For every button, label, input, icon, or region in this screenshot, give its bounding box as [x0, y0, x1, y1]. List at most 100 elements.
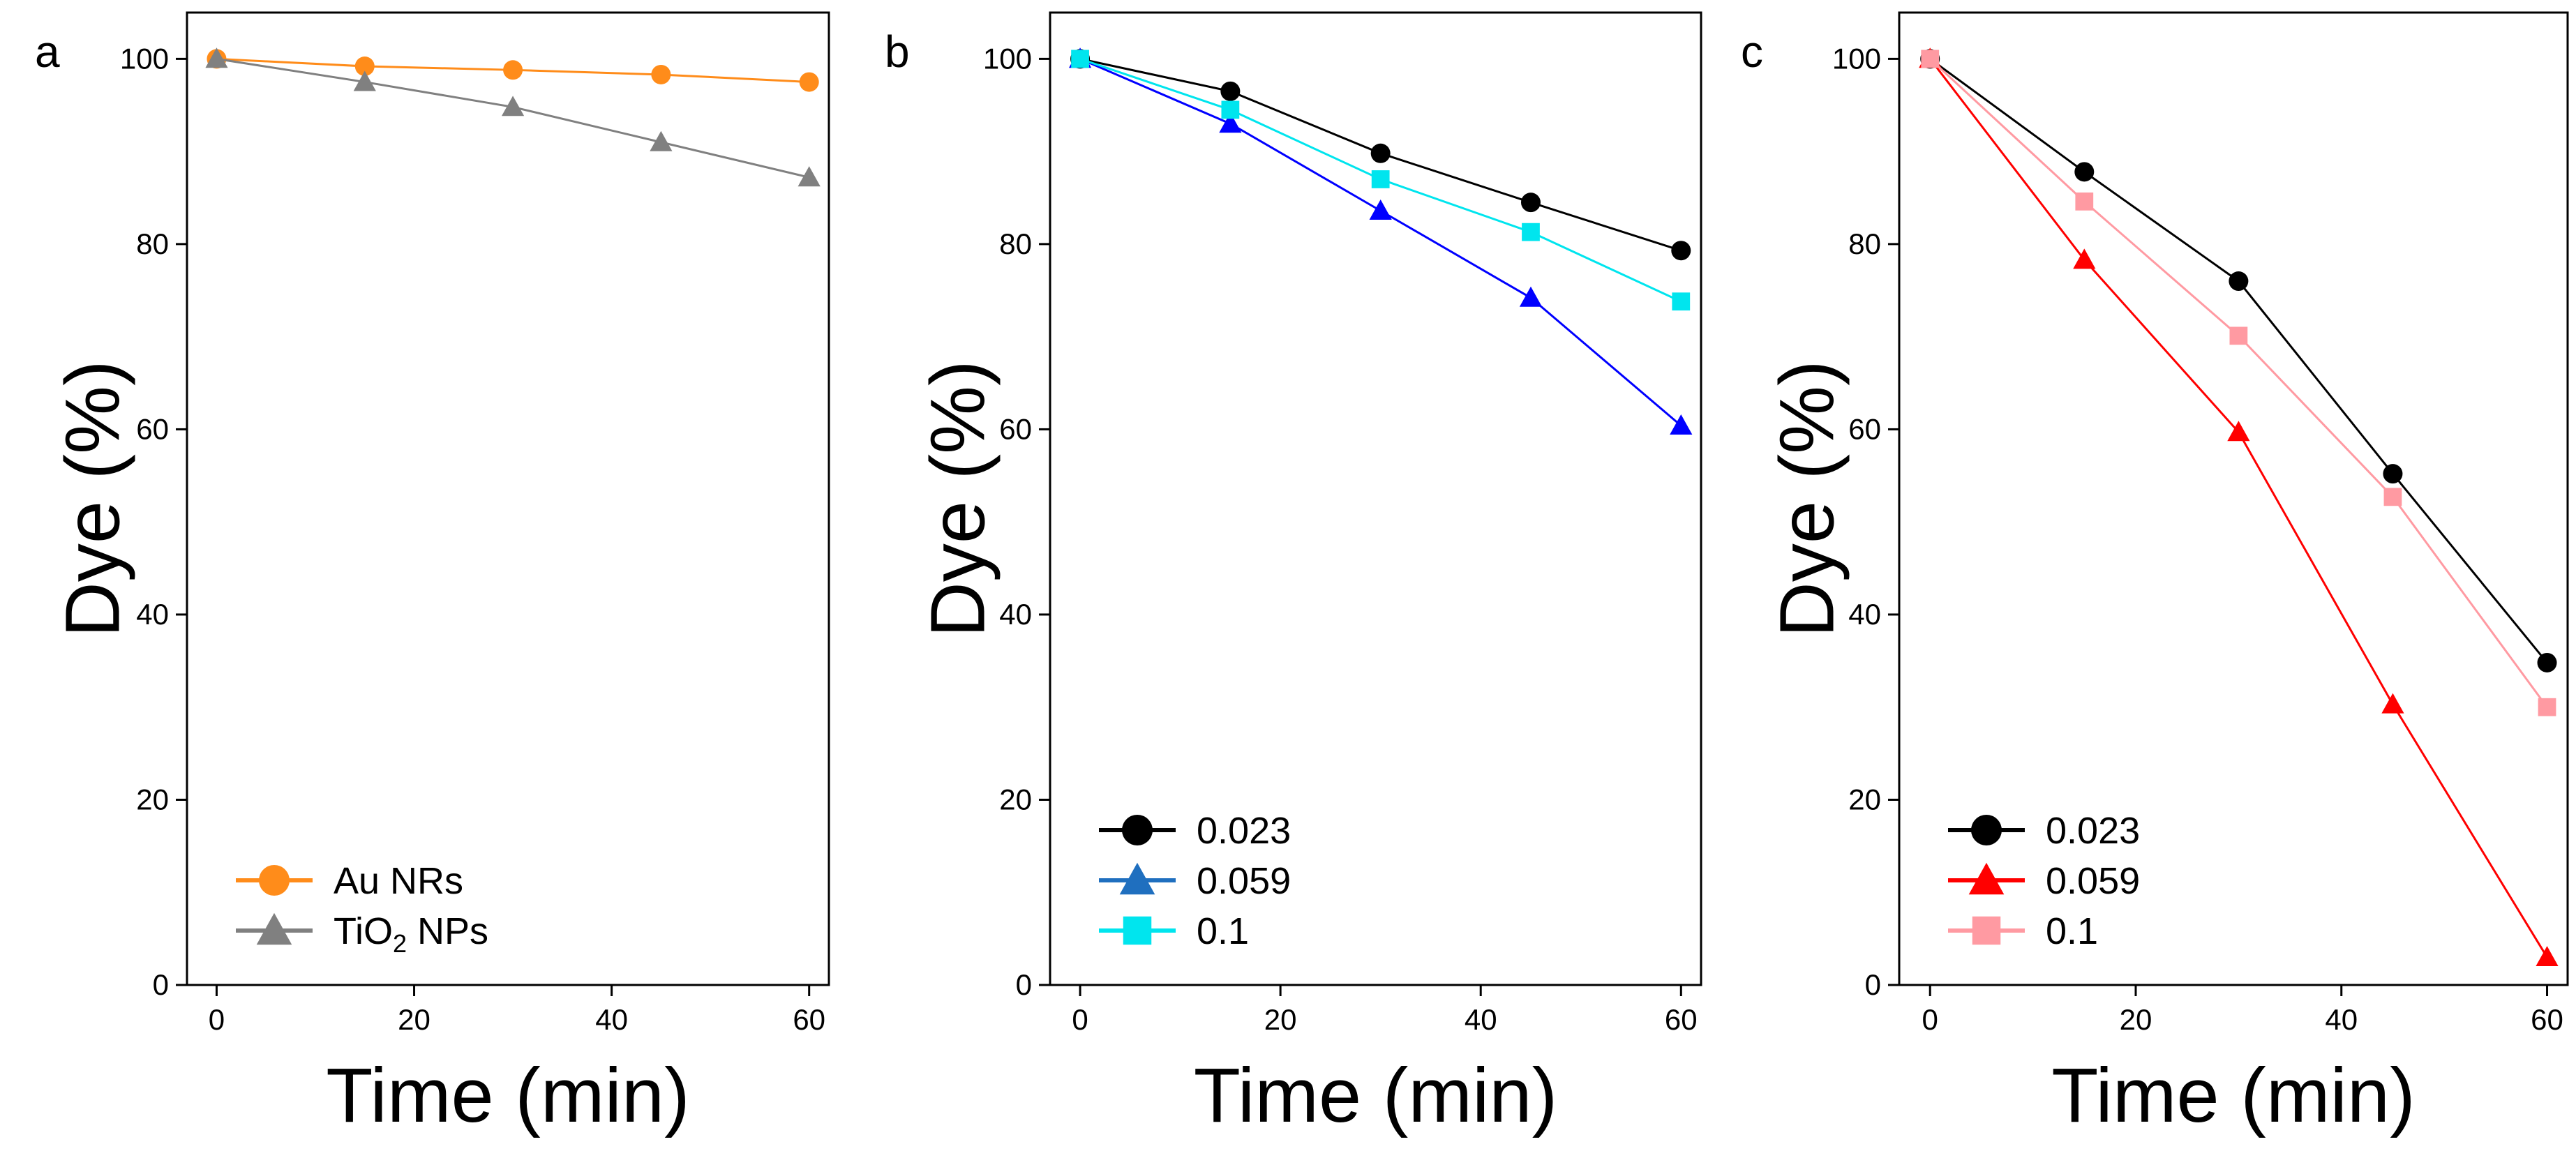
- data-point: [2536, 946, 2559, 967]
- legend-marker: [1972, 916, 2001, 945]
- data-point: [353, 70, 376, 91]
- y-tick-label: 20: [1848, 783, 1881, 815]
- legend-subscript: 2: [393, 929, 407, 958]
- plot-frame: [1898, 11, 2569, 986]
- y-tick-label: 40: [136, 598, 169, 631]
- data-point: [1519, 286, 1543, 307]
- data-point: [799, 72, 819, 92]
- data-point: [503, 60, 523, 80]
- y-tick-label: 80: [136, 227, 169, 260]
- legend-marker: [256, 912, 292, 945]
- panel-letter: b: [885, 27, 910, 77]
- x-tick-label: 20: [398, 1003, 430, 1036]
- legend-marker: [1968, 862, 2005, 895]
- legend-marker: [1123, 916, 1152, 945]
- data-point: [1522, 223, 1540, 241]
- legend-label: Au NRs: [334, 860, 463, 902]
- y-tick-label: 80: [999, 227, 1032, 260]
- data-point: [2537, 652, 2557, 672]
- data-point: [797, 166, 821, 187]
- x-tick-label: 0: [1922, 1003, 1938, 1036]
- data-point: [650, 130, 673, 151]
- legend-label: 0.1: [1197, 910, 1249, 952]
- series-line: [1929, 58, 2548, 958]
- data-point: [2075, 192, 2094, 211]
- y-tick-label: 20: [136, 783, 169, 815]
- y-tick-label: 40: [999, 598, 1032, 631]
- y-tick-label: 20: [999, 783, 1032, 815]
- data-point: [2229, 271, 2249, 292]
- series-tio2-nps: [205, 47, 821, 187]
- legend-marker: [1971, 815, 2002, 845]
- series-line: [1929, 58, 2548, 663]
- data-point: [1369, 200, 1392, 220]
- data-point: [651, 64, 671, 84]
- y-tick-label: 100: [1832, 42, 1881, 75]
- legend-label: 0.023: [1197, 810, 1291, 852]
- data-point: [501, 96, 525, 116]
- y-tick-label: 100: [983, 42, 1032, 75]
- data-point: [1371, 170, 1390, 188]
- data-point: [1221, 100, 1240, 119]
- legend-marker: [1119, 862, 1155, 895]
- data-point: [1071, 50, 1089, 68]
- panel-c: c 0 20 40 60 80 100 0 20 40 60 Time (min) Dye (%) 0.0…: [1741, 11, 2569, 1138]
- x-tick-label: 0: [209, 1003, 225, 1036]
- x-tick-label: 40: [1465, 1003, 1497, 1036]
- legend-label: TiO2 NPs: [334, 910, 488, 958]
- data-point: [1671, 241, 1691, 261]
- series-line: [1079, 58, 1682, 427]
- x-tick-label: 60: [2531, 1003, 2563, 1036]
- y-tick-label: 0: [1865, 968, 1881, 1001]
- y-tick-label: 80: [1848, 227, 1881, 260]
- y-tick-label: 60: [999, 412, 1032, 445]
- legend-suffix: NPs: [407, 910, 488, 952]
- x-tick-label: 60: [1665, 1003, 1698, 1036]
- x-tick-label: 40: [595, 1003, 628, 1036]
- legend: Au NRs TiO2 NPs: [236, 860, 488, 958]
- plot-frame: [186, 11, 830, 986]
- x-tick-label: 60: [793, 1003, 825, 1036]
- data-point: [1520, 193, 1541, 213]
- plot-frame: [1049, 11, 1702, 986]
- data-point: [2229, 326, 2248, 345]
- series-0.023: [1070, 49, 1691, 261]
- legend-marker: [259, 865, 290, 896]
- x-tick-label: 40: [2325, 1003, 2358, 1036]
- y-tick-label: 100: [120, 42, 169, 75]
- legend-label: 0.023: [2046, 810, 2140, 852]
- data-point: [205, 47, 228, 68]
- series-0.1: [1071, 50, 1691, 311]
- y-axis-title: Dye (%): [915, 360, 1001, 637]
- x-axis-title: Time (min): [1194, 1053, 1557, 1138]
- data-point: [1921, 50, 1940, 68]
- y-tick-label: 0: [153, 968, 169, 1001]
- series-0.023: [1920, 49, 2557, 672]
- legend-label: 0.1: [2046, 910, 2098, 952]
- legend-label: 0.059: [2046, 860, 2140, 902]
- y-tick-label: 40: [1848, 598, 1881, 631]
- data-point: [2074, 162, 2095, 182]
- data-point: [2538, 698, 2556, 716]
- data-point: [2073, 248, 2096, 269]
- x-axis-title: Time (min): [326, 1053, 689, 1138]
- x-axis-title: Time (min): [2051, 1053, 2415, 1138]
- series-line: [1929, 58, 2548, 708]
- panel-letter: a: [35, 27, 60, 77]
- x-tick-label: 0: [1072, 1003, 1088, 1036]
- data-point: [1370, 143, 1391, 163]
- y-axis-title: Dye (%): [50, 360, 136, 637]
- data-point: [354, 57, 375, 77]
- x-tick-label: 20: [2120, 1003, 2152, 1036]
- series-0.059: [1919, 47, 2559, 967]
- y-tick-label: 60: [1848, 412, 1881, 445]
- legend: 0.023 0.059 0.1: [1948, 810, 2140, 952]
- data-point: [2381, 693, 2404, 714]
- x-tick-label: 20: [1264, 1003, 1297, 1036]
- panel-letter: c: [1741, 27, 1763, 77]
- data-point: [1219, 112, 1242, 133]
- y-axis-title: Dye (%): [1765, 360, 1850, 637]
- series-0.059: [1068, 47, 1693, 435]
- legend-marker: [1122, 815, 1153, 845]
